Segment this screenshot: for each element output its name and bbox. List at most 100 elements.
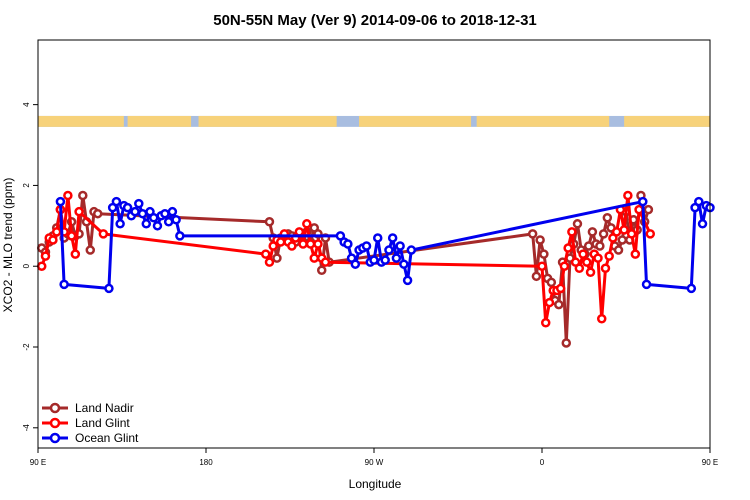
- data-point: [387, 233, 398, 243]
- data-point: [613, 245, 624, 255]
- series-layer: [36, 190, 715, 348]
- x-tick-label: 180: [199, 458, 213, 467]
- series-land-glint: [36, 190, 656, 328]
- legend-item: Land Nadir: [42, 401, 134, 415]
- data-point: [630, 249, 641, 259]
- data-point: [537, 261, 547, 271]
- data-point: [535, 235, 545, 245]
- data-point: [160, 208, 170, 219]
- data-point: [555, 283, 566, 294]
- data-point: [141, 219, 152, 229]
- data-point: [686, 283, 697, 294]
- data-point: [395, 241, 405, 251]
- data-point: [583, 241, 594, 251]
- data-point: [316, 265, 327, 276]
- data-point: [406, 245, 417, 255]
- data-point: [148, 212, 159, 223]
- data-point: [40, 251, 51, 261]
- data-point: [361, 241, 372, 251]
- data-point: [697, 219, 708, 229]
- land-segment: [624, 115, 710, 127]
- data-point: [574, 263, 585, 273]
- data-point: [596, 313, 607, 324]
- data-point: [554, 299, 564, 310]
- data-point: [70, 249, 81, 259]
- legend-item: Land Glint: [42, 416, 130, 430]
- data-point: [134, 198, 144, 209]
- data-point: [137, 208, 148, 219]
- legend-label: Land Glint: [75, 416, 130, 430]
- data-point: [309, 253, 320, 263]
- x-axis-label: Longitude: [349, 477, 402, 491]
- legend-swatch-marker: [49, 417, 61, 429]
- data-point: [561, 338, 572, 348]
- data-point: [152, 221, 163, 231]
- x-tick-label: 90 E: [702, 458, 718, 467]
- data-point: [593, 253, 603, 263]
- data-point: [402, 275, 413, 286]
- data-point: [391, 253, 402, 263]
- data-point: [617, 235, 628, 245]
- data-point: [350, 259, 361, 269]
- data-point: [641, 279, 652, 290]
- data-point: [619, 225, 629, 235]
- data-point: [287, 241, 297, 251]
- data-point: [582, 257, 592, 267]
- data-point: [563, 243, 573, 253]
- data-point: [111, 196, 122, 207]
- data-point: [264, 217, 275, 227]
- data-point: [92, 208, 103, 219]
- data-point: [55, 196, 66, 207]
- data-point: [611, 227, 622, 237]
- data-point: [527, 229, 538, 239]
- data-point: [298, 239, 308, 249]
- data-point: [275, 237, 286, 247]
- data-point: [540, 318, 551, 328]
- data-point: [51, 227, 62, 237]
- data-point: [115, 219, 125, 229]
- land-segment: [127, 115, 192, 127]
- data-point: [264, 257, 275, 267]
- data-point: [531, 271, 542, 282]
- axis-layer: 90 E 180 90 W 0 90 E -4 -2 0 2 4: [22, 102, 718, 467]
- data-point: [626, 229, 637, 239]
- data-point: [585, 267, 596, 278]
- x-tick-label: 0: [540, 458, 545, 467]
- data-point: [305, 239, 316, 249]
- data-point: [602, 212, 613, 223]
- legend-label: Ocean Glint: [75, 431, 139, 445]
- land-segment: [198, 115, 337, 127]
- data-point: [572, 219, 583, 229]
- data-point: [645, 229, 656, 239]
- data-point: [567, 227, 577, 237]
- data-point: [163, 217, 174, 227]
- data-point: [313, 239, 323, 249]
- data-point: [98, 229, 109, 239]
- data-point: [623, 190, 633, 201]
- land-segment: [476, 115, 610, 127]
- legend-swatch-marker: [49, 402, 61, 414]
- data-point: [643, 204, 654, 215]
- data-point: [369, 255, 379, 265]
- data-point: [320, 257, 331, 267]
- data-point: [634, 204, 644, 215]
- data-point: [399, 259, 409, 269]
- data-point: [546, 277, 557, 288]
- data-point: [272, 253, 282, 263]
- data-point: [63, 190, 73, 201]
- legend-item: Ocean Glint: [42, 431, 139, 445]
- legend-label: Land Nadir: [75, 401, 134, 415]
- series-ocean-glint: [55, 196, 715, 294]
- data-point: [74, 206, 84, 217]
- data-point: [544, 297, 555, 308]
- data-point: [638, 196, 648, 207]
- data-point: [380, 255, 390, 265]
- data-point: [85, 245, 96, 255]
- x-tick-label: 90 E: [30, 458, 46, 467]
- data-point: [104, 283, 114, 294]
- land-segment: [359, 115, 472, 127]
- legend-swatch-marker: [49, 432, 61, 444]
- x-tick-label: 90 W: [365, 458, 384, 467]
